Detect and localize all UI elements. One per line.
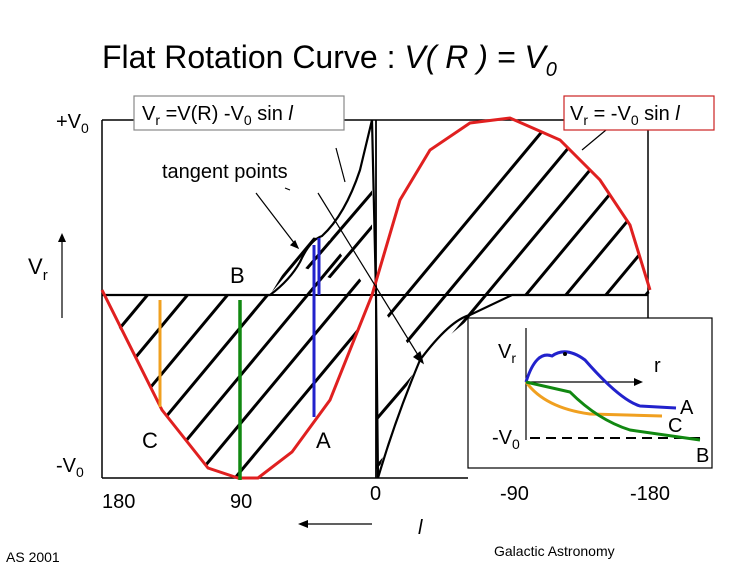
inset-curve-B [525,380,701,442]
inset-vr-label: Vr [498,341,516,366]
inset-label-A: A [680,397,694,419]
callout-box-right [563,95,715,131]
inset-curve-C [524,381,663,418]
inset-r-label: r [654,355,661,377]
tick-180: 180 [102,491,135,513]
label-C: C [142,428,158,453]
footer-left: AS 2001 [6,549,60,565]
y-label-vr: Vr [28,254,48,284]
page-title: Flat Rotation Curve : V( R ) = V0 [102,39,557,81]
y-label-minus-v0: -V0 [56,455,84,480]
inset-label-C: C [668,415,682,437]
velocity-curve [102,119,648,479]
l-axis-arrow [298,520,372,528]
label-B: B [230,263,245,288]
tick-minus-180: -180 [630,483,670,505]
inset-label-B: B [696,445,709,467]
callout-left-text: Vr =V(R) -V0 sin l [142,103,293,128]
inset-curve-A [524,350,677,410]
footer-right: Galactic Astronomy [494,543,615,559]
callout-right-text: Vr = -V0 sin l [570,103,680,128]
inset-panel [467,317,713,469]
tick-0: 0 [370,483,381,505]
y-label-plus-v0: +V0 [56,111,89,136]
tick-minus-90: -90 [500,483,529,505]
tangent-points-label: tangent points [162,161,288,183]
x-axis-label-l: l [418,517,423,539]
tick-90: 90 [230,491,252,513]
label-A: A [316,428,331,453]
inset-neg-v0-label: -V0 [492,427,520,452]
callout-arrows [255,129,607,365]
sine-curve [100,116,652,480]
callout-box-left [133,95,345,131]
vr-axis-arrow [58,233,66,318]
